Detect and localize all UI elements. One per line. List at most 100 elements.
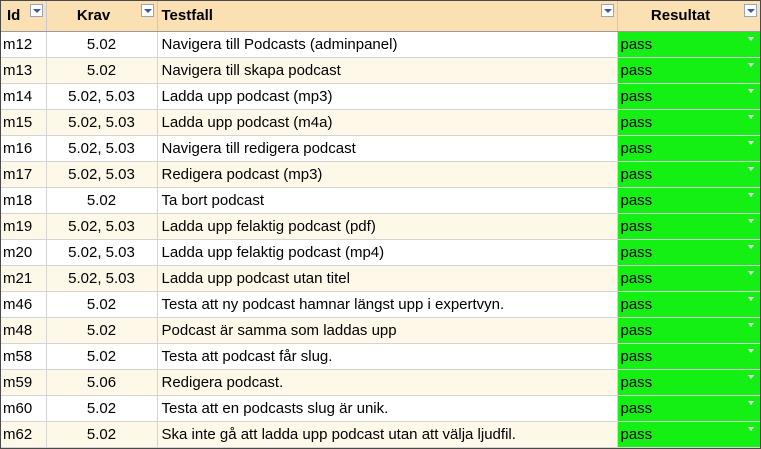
cell-krav[interactable]: 5.02, 5.03	[46, 161, 158, 188]
result-value: pass	[620, 192, 653, 209]
cell-resultat[interactable]: pass	[617, 291, 760, 318]
cell-resultat[interactable]: pass	[617, 265, 760, 292]
cell-resultat[interactable]: pass	[617, 395, 760, 422]
cell-testfall[interactable]: Navigera till skapa podcast	[157, 57, 618, 84]
dropdown-arrow-icon[interactable]	[747, 193, 754, 197]
dropdown-arrow-icon[interactable]	[747, 63, 754, 67]
dropdown-arrow-icon[interactable]	[747, 375, 754, 379]
filter-dropdown-icon[interactable]	[743, 4, 757, 17]
cell-testfall[interactable]: Ladda upp podcast (m4a)	[157, 109, 618, 136]
filter-dropdown-icon[interactable]	[140, 4, 154, 17]
cell-id[interactable]: m13	[1, 57, 47, 84]
dropdown-arrow-icon[interactable]	[747, 219, 754, 223]
cell-testfall[interactable]: Testa att ny podcast hamnar längst upp i…	[157, 291, 618, 318]
cell-testfall[interactable]: Podcast är samma som laddas upp	[157, 317, 618, 344]
filter-dropdown-icon[interactable]	[29, 4, 43, 17]
dropdown-arrow-icon[interactable]	[747, 141, 754, 145]
cell-krav[interactable]: 5.02	[46, 421, 158, 448]
cell-krav[interactable]: 5.02	[46, 395, 158, 422]
cell-id[interactable]: m58	[1, 343, 47, 370]
cell-id[interactable]: m20	[1, 239, 47, 266]
result-value: pass	[620, 374, 653, 391]
cell-testfall[interactable]: Redigera podcast.	[157, 369, 618, 396]
table-row: m48 5.02 Podcast är samma som laddas upp pa…	[1, 317, 760, 344]
cell-testfall[interactable]: Navigera till Podcasts (adminpanel)	[157, 31, 618, 58]
table-row: m58 5.02 Testa att podcast får slug. pass	[1, 343, 760, 370]
cell-krav[interactable]: 5.02	[46, 187, 158, 214]
cell-testfall[interactable]: Ladda upp podcast utan titel	[157, 265, 618, 292]
cell-resultat[interactable]: pass	[617, 57, 760, 84]
cell-testfall[interactable]: Navigera till redigera podcast	[157, 135, 618, 162]
column-header-label: Resultat	[650, 7, 711, 24]
cell-id[interactable]: m14	[1, 83, 47, 110]
dropdown-arrow-icon[interactable]	[747, 401, 754, 405]
cell-resultat[interactable]: pass	[617, 109, 760, 136]
table-row: m14 5.02, 5.03 Ladda upp podcast (mp3) pass	[1, 83, 760, 110]
result-value: pass	[620, 426, 653, 443]
cell-krav[interactable]: 5.02, 5.03	[46, 135, 158, 162]
cell-testfall[interactable]: Redigera podcast (mp3)	[157, 161, 618, 188]
cell-resultat[interactable]: pass	[617, 239, 760, 266]
cell-id[interactable]: m62	[1, 421, 47, 448]
cell-krav[interactable]: 5.02, 5.03	[46, 213, 158, 240]
cell-krav[interactable]: 5.02, 5.03	[46, 265, 158, 292]
cell-id[interactable]: m46	[1, 291, 47, 318]
table-row: m46 5.02 Testa att ny podcast hamnar längs…	[1, 291, 760, 318]
cell-id[interactable]: m15	[1, 109, 47, 136]
dropdown-arrow-icon[interactable]	[747, 297, 754, 301]
dropdown-arrow-icon[interactable]	[747, 37, 754, 41]
cell-id[interactable]: m48	[1, 317, 47, 344]
dropdown-arrow-icon[interactable]	[747, 349, 754, 353]
cell-testfall[interactable]: Testa att podcast får slug.	[157, 343, 618, 370]
cell-id[interactable]: m18	[1, 187, 47, 214]
cell-resultat[interactable]: pass	[617, 421, 760, 448]
cell-resultat[interactable]: pass	[617, 343, 760, 370]
cell-krav[interactable]: 5.02, 5.03	[46, 109, 158, 136]
dropdown-arrow-icon[interactable]	[747, 271, 754, 275]
cell-krav[interactable]: 5.02, 5.03	[46, 83, 158, 110]
cell-krav[interactable]: 5.02, 5.03	[46, 239, 158, 266]
dropdown-arrow-icon[interactable]	[747, 115, 754, 119]
dropdown-arrow-icon[interactable]	[747, 427, 754, 431]
cell-testfall[interactable]: Ladda upp felaktig podcast (mp4)	[157, 239, 618, 266]
result-value: pass	[620, 348, 653, 365]
cell-testfall[interactable]: Ladda upp felaktig podcast (pdf)	[157, 213, 618, 240]
cell-testfall[interactable]: Testa att en podcasts slug är unik.	[157, 395, 618, 422]
cell-resultat[interactable]: pass	[617, 161, 760, 188]
dropdown-arrow-icon[interactable]	[747, 245, 754, 249]
cell-testfall[interactable]: Ladda upp podcast (mp3)	[157, 83, 618, 110]
cell-testfall[interactable]: Ta bort podcast	[157, 187, 618, 214]
cell-krav[interactable]: 5.02	[46, 317, 158, 344]
cell-resultat[interactable]: pass	[617, 135, 760, 162]
cell-id[interactable]: m21	[1, 265, 47, 292]
cell-testfall[interactable]: Ska inte gå att ladda upp podcast utan a…	[157, 421, 618, 448]
cell-krav[interactable]: 5.02	[46, 343, 158, 370]
dropdown-arrow-icon[interactable]	[747, 89, 754, 93]
cell-id[interactable]: m60	[1, 395, 47, 422]
table-row: m19 5.02, 5.03 Ladda upp felaktig podcast …	[1, 213, 760, 240]
column-header-krav: Krav	[46, 1, 158, 32]
dropdown-arrow-icon[interactable]	[747, 323, 754, 327]
cell-resultat[interactable]: pass	[617, 187, 760, 214]
result-value: pass	[620, 400, 653, 417]
cell-krav[interactable]: 5.02	[46, 31, 158, 58]
cell-resultat[interactable]: pass	[617, 83, 760, 110]
cell-id[interactable]: m16	[1, 135, 47, 162]
dropdown-arrow-icon[interactable]	[747, 167, 754, 171]
filter-dropdown-icon[interactable]	[600, 4, 614, 17]
table-row: m12 5.02 Navigera till Podcasts (adminpane…	[1, 31, 760, 58]
cell-resultat[interactable]: pass	[617, 31, 760, 58]
cell-krav[interactable]: 5.06	[46, 369, 158, 396]
cell-id[interactable]: m19	[1, 213, 47, 240]
cell-resultat[interactable]: pass	[617, 369, 760, 396]
cell-id[interactable]: m12	[1, 31, 47, 58]
result-value: pass	[620, 218, 653, 235]
header-row: Id Krav Testfall Resultat	[1, 1, 760, 32]
cell-resultat[interactable]: pass	[617, 317, 760, 344]
cell-id[interactable]: m17	[1, 161, 47, 188]
cell-krav[interactable]: 5.02	[46, 57, 158, 84]
cell-krav[interactable]: 5.02	[46, 291, 158, 318]
cell-resultat[interactable]: pass	[617, 213, 760, 240]
cell-id[interactable]: m59	[1, 369, 47, 396]
